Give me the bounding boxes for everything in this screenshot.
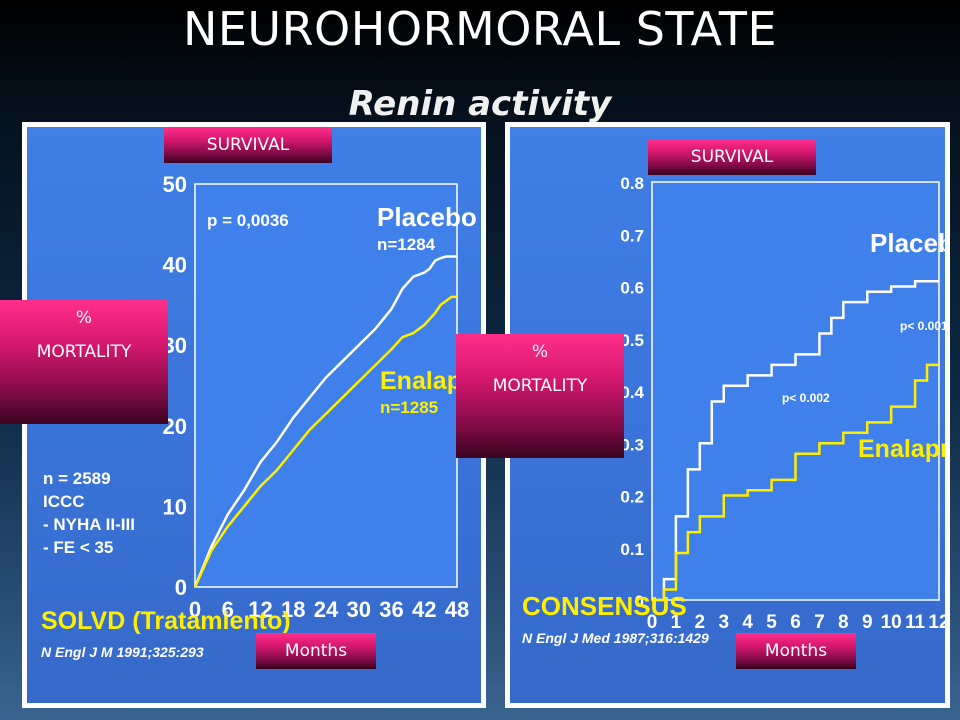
y-tick-label: 0 xyxy=(635,592,644,611)
x-tick-label: 10 xyxy=(881,612,902,633)
x-tick-label: 12 xyxy=(248,597,272,622)
placebo-legend-label: Placebo xyxy=(870,228,945,258)
enalapril-n-label: n=1285 xyxy=(380,398,438,417)
x-tick-label: 5 xyxy=(766,612,777,633)
mortality-label-right: % MORTALITY xyxy=(456,334,624,458)
x-tick-label: 8 xyxy=(838,612,849,633)
y-tick-label: 0.3 xyxy=(620,435,644,454)
enalapril-series-line xyxy=(193,295,457,588)
x-tick-label: 2 xyxy=(695,612,706,633)
months-label-left: Months xyxy=(256,633,376,669)
chart-title-solvd: SOLVD (Tratamiento) xyxy=(41,607,291,635)
y-tick-label: 0 xyxy=(175,575,187,600)
x-tick-label: 42 xyxy=(412,597,436,622)
y-tick-label: 0.2 xyxy=(620,488,644,507)
x-tick-label: 7 xyxy=(814,612,825,633)
study-info-line: ICCC xyxy=(43,492,85,511)
plot-area xyxy=(194,183,458,588)
y-tick-label: 0.5 xyxy=(620,331,644,350)
x-tick-label: 4 xyxy=(742,612,753,633)
y-tick-label: 10 xyxy=(163,494,187,519)
percent-sign: % xyxy=(531,342,549,362)
x-tick-label: 3 xyxy=(718,612,729,633)
consensus-chart: 00.10.20.30.40.50.60.70.80 1 2 3 4 5 6 7 8 9 10 11 1… xyxy=(522,174,945,646)
mortality-label-left: % MORTALITY xyxy=(0,300,168,424)
placebo-series-line xyxy=(193,255,457,588)
x-tick-label: 36 xyxy=(379,597,403,622)
citation-left: N Engl J M 1991;325:293 xyxy=(41,644,204,660)
slide-title: NEUROHORMORAL STATE xyxy=(182,2,778,56)
study-info-line: n = 2589 xyxy=(43,469,111,488)
mortality-word: MORTALITY xyxy=(492,376,588,396)
x-tick-label: 0 xyxy=(189,597,201,622)
y-tick-label: 0.6 xyxy=(620,279,644,298)
x-tick-label: 18 xyxy=(281,597,305,622)
placebo-n-label: n=1284 xyxy=(377,235,436,254)
enalapril-series-line xyxy=(652,363,939,602)
pvalue-annotation: p = 0,0036 xyxy=(207,211,289,230)
y-tick-label: 50 xyxy=(163,172,187,197)
pvalue-early-annotation: p< 0.002 xyxy=(782,391,830,405)
x-tick-label: 24 xyxy=(314,597,339,622)
x-tick-label: 30 xyxy=(347,597,371,622)
x-tick-label: 6 xyxy=(790,612,801,633)
y-tick-label: 0.8 xyxy=(620,174,644,193)
x-tick-label: 12 xyxy=(928,612,945,633)
y-tick-label: 0.7 xyxy=(620,226,644,245)
citation-right: N Engl J Med 1987;316:1429 xyxy=(522,630,709,646)
chart-title-consensus: CONSENSUS xyxy=(522,591,687,621)
pvalue-late-annotation: p< 0.001 xyxy=(900,319,945,333)
study-info-line: - FE < 35 xyxy=(43,538,113,557)
percent-sign: % xyxy=(75,308,93,328)
y-tick-label: 0.4 xyxy=(620,383,644,402)
x-tick-label: 48 xyxy=(445,597,469,622)
x-tick-label: 0 xyxy=(647,612,658,633)
x-tick-label: 9 xyxy=(862,612,873,633)
solvd-chart-panel: 0 10 20 30 40 50 0 6 12 18 24 30 36 42 48 p = 0,0036 Pla… xyxy=(22,122,486,708)
x-tick-label: 11 xyxy=(905,612,926,633)
mortality-word: MORTALITY xyxy=(36,342,132,362)
months-label-right: Months xyxy=(736,633,856,669)
survival-label-left: SURVIVAL xyxy=(164,127,332,163)
study-info-line: - NYHA II-III xyxy=(43,515,135,534)
y-tick-label: 0.1 xyxy=(620,540,644,559)
y-tick-label: 40 xyxy=(163,253,187,278)
x-tick-label: 6 xyxy=(222,597,234,622)
placebo-series-line xyxy=(652,280,939,602)
slide-subtitle: Renin activity xyxy=(348,84,612,124)
placebo-legend-label: Placebo xyxy=(377,202,477,232)
x-tick-label: 1 xyxy=(671,612,682,633)
survival-label-right: SURVIVAL xyxy=(648,139,816,175)
enalapril-legend-label: Enalapril xyxy=(858,435,945,463)
